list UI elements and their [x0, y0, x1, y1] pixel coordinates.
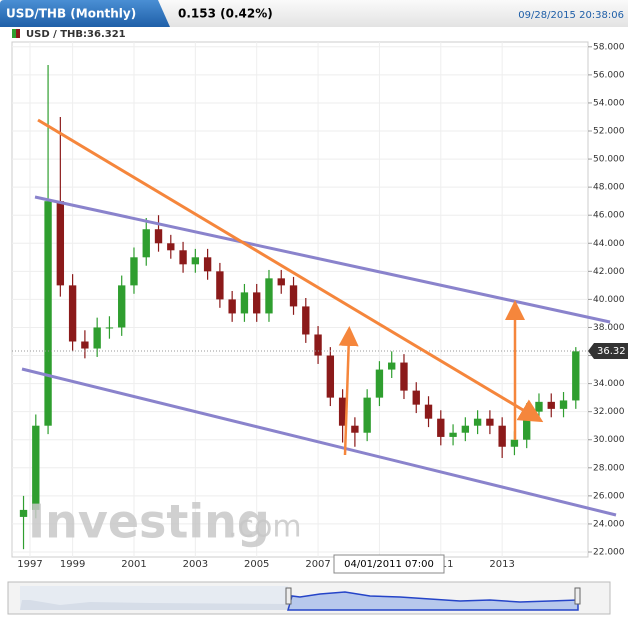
y-tick-label: 24.000	[593, 519, 625, 529]
candle-body	[559, 400, 568, 409]
y-tick-label: 58.000	[593, 42, 625, 52]
candle-body	[449, 432, 457, 437]
y-tick-label: 42.000	[593, 267, 625, 277]
trendline	[21, 367, 617, 517]
candle-body	[498, 425, 506, 447]
y-tick-label: 34.000	[593, 379, 625, 389]
y-tick-label: 40.000	[593, 295, 625, 305]
candle-body	[314, 334, 322, 356]
x-tick-label: 2007	[305, 559, 330, 570]
title: USD/THB (Monthly)	[6, 7, 136, 21]
candle-body	[437, 418, 445, 437]
crosshair-box	[333, 554, 445, 574]
candle-body	[510, 439, 519, 447]
candle-body	[154, 229, 163, 244]
candle-body	[93, 327, 101, 349]
navigator-handle[interactable]	[285, 587, 292, 605]
arrow	[338, 326, 359, 456]
watermark: Investing	[28, 495, 270, 549]
timestamp: 09/28/2015 20:38:06	[518, 10, 624, 21]
candle-body	[338, 397, 347, 426]
candle-body	[412, 390, 420, 405]
navigator-handle[interactable]	[574, 587, 581, 605]
trendlines	[21, 118, 617, 517]
y-tick-label: 22.000	[593, 548, 625, 558]
watermark: .com	[228, 510, 302, 545]
candle-body	[388, 362, 396, 370]
title-tab	[0, 0, 170, 27]
candle-body	[44, 201, 52, 426]
x-tick-label: 1999	[60, 559, 85, 570]
candle-body	[56, 201, 65, 286]
trendline	[37, 118, 544, 423]
candle-body	[68, 285, 77, 342]
symbol-label: USD / THB:36.321	[26, 29, 126, 40]
candle-body	[32, 425, 40, 510]
candle-body	[81, 341, 89, 349]
last-price-label: 36.32	[597, 346, 626, 357]
candle-body	[203, 257, 212, 272]
candle-body	[191, 257, 200, 265]
candle-body	[142, 229, 150, 258]
candle-body	[130, 257, 138, 286]
candle-body	[486, 418, 494, 426]
y-tick-label: 48.000	[593, 183, 625, 193]
y-tick-label: 32.000	[593, 407, 625, 417]
candle-body	[326, 355, 335, 398]
candle-body	[179, 250, 187, 265]
legend-icon	[12, 29, 16, 38]
change: 0.153 (0.42%)	[178, 7, 273, 21]
y-tick-label: 38.000	[593, 323, 625, 333]
candle-body	[19, 509, 28, 517]
y-tick-label: 26.000	[593, 491, 625, 501]
candle-body	[105, 327, 114, 329]
candle-body	[572, 351, 580, 401]
candle-body	[375, 369, 384, 398]
candle-body	[253, 292, 261, 314]
y-tick-label: 50.000	[593, 155, 625, 165]
candle-body	[167, 243, 175, 251]
y-tick-label: 54.000	[593, 98, 625, 108]
navigator-area	[287, 591, 579, 611]
x-tick-label: 2003	[183, 559, 208, 570]
candle-body	[302, 306, 310, 335]
candle-body	[216, 271, 224, 300]
candle-body	[547, 401, 555, 409]
y-tick-label: 52.000	[593, 127, 625, 137]
candle-body	[289, 285, 298, 307]
candle-body	[265, 278, 273, 314]
y-tick-label: 46.000	[593, 211, 625, 221]
candle-body	[535, 401, 543, 412]
candle-body	[424, 404, 433, 419]
candle-body	[461, 425, 470, 433]
candle-body	[473, 418, 482, 426]
y-tick-label: 28.000	[593, 463, 625, 473]
crosshair-label: 04/01/2011 07:00	[344, 559, 434, 570]
candle-body	[400, 362, 408, 391]
candle-body	[351, 425, 359, 433]
navigator-area	[20, 600, 288, 610]
x-tick-label: 2005	[244, 559, 269, 570]
x-tick-label: 2001	[121, 559, 146, 570]
y-tick-label: 56.000	[593, 70, 625, 80]
last-price-box	[588, 343, 628, 360]
plot: 22.000 24.000 26.000 28.000 30.000 32.000 34.0…	[12, 42, 628, 558]
candle-body	[277, 278, 285, 286]
x-tick-label: 1997	[17, 559, 42, 570]
x-tick-label: 2013	[489, 559, 514, 570]
y-tick-label: 44.000	[593, 239, 625, 249]
candle-body	[363, 397, 371, 433]
candle-body	[228, 299, 236, 314]
candle-body	[523, 411, 531, 440]
legend-icon	[16, 29, 20, 38]
candle-body	[118, 285, 126, 328]
candle-body	[240, 292, 249, 314]
y-tick-label: 30.000	[593, 435, 625, 445]
